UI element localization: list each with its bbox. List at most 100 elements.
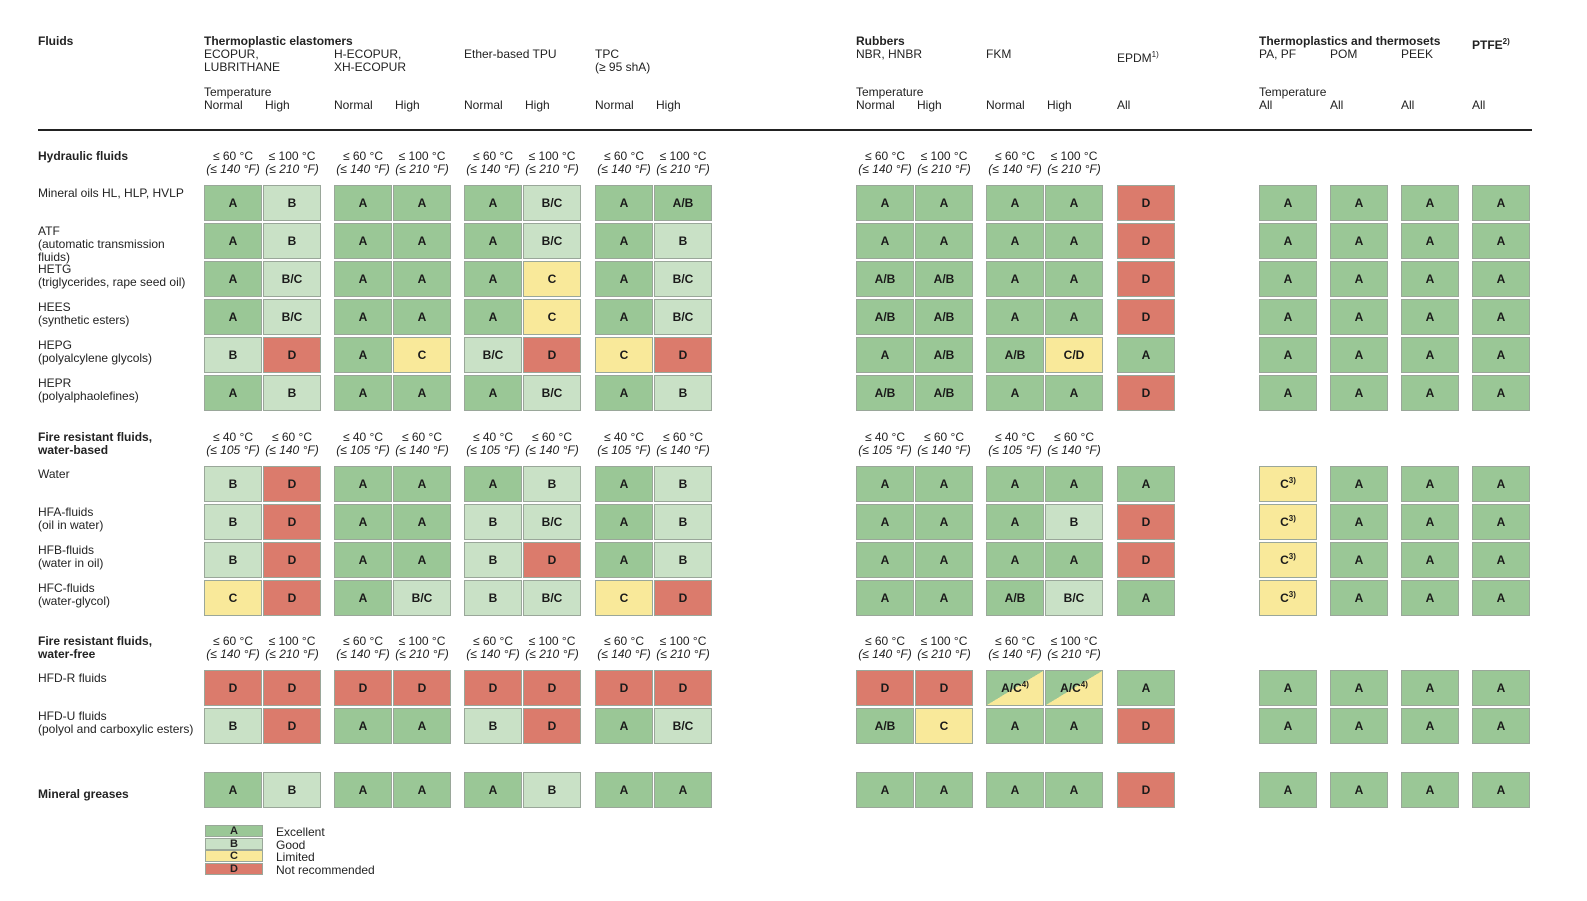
rating-cell: A bbox=[204, 261, 262, 297]
normal-label: Normal bbox=[204, 98, 243, 112]
rating-cell: A/B bbox=[654, 185, 712, 221]
temperature-range: ≤ 60 °C (≤ 140 °F) bbox=[336, 149, 390, 176]
temperature-range: ≤ 40 °C (≤ 105 °F) bbox=[597, 430, 651, 457]
rating-cell: C 3) bbox=[1259, 466, 1317, 502]
rating-cell: A bbox=[595, 185, 653, 221]
rating-cell: B/C bbox=[523, 185, 581, 221]
rating-cell: A/B bbox=[915, 299, 973, 335]
rating-cell: A bbox=[334, 299, 392, 335]
rating-cell: D bbox=[334, 670, 392, 706]
all-label: All bbox=[1401, 98, 1415, 112]
rating-cell: D bbox=[654, 670, 712, 706]
high-label: High bbox=[395, 98, 420, 112]
rating-cell: A bbox=[1117, 580, 1175, 616]
temperature-range: ≤ 60 °C (≤ 140 °F) bbox=[656, 430, 710, 457]
rating-cell: A bbox=[856, 466, 914, 502]
rating-cell: A bbox=[1330, 261, 1388, 297]
temperature-range: ≤ 60 °C (≤ 140 °F) bbox=[395, 430, 449, 457]
temperature-range: ≤ 60 °C (≤ 140 °F) bbox=[265, 430, 319, 457]
rating-cell: A/B bbox=[915, 375, 973, 411]
rating-cell: A bbox=[986, 223, 1044, 259]
rating-cell: D bbox=[1117, 542, 1175, 578]
temperature-range: ≤ 100 °C (≤ 210 °F) bbox=[917, 149, 971, 176]
rating-cell: D bbox=[1117, 261, 1175, 297]
rating-cell: B/C bbox=[654, 299, 712, 335]
rating-cell: A bbox=[334, 466, 392, 502]
temperature-range: ≤ 60 °C (≤ 140 °F) bbox=[597, 149, 651, 176]
material-fkm: FKM bbox=[986, 47, 1012, 61]
rating-cell: A bbox=[1117, 337, 1175, 373]
rating-cell: A bbox=[393, 542, 451, 578]
rating-cell: A bbox=[1472, 504, 1530, 540]
temperature-range: ≤ 60 °C (≤ 140 °F) bbox=[597, 634, 651, 661]
rating-cell: D bbox=[263, 337, 321, 373]
rating-cell: A bbox=[1472, 542, 1530, 578]
rating-cell: A bbox=[595, 223, 653, 259]
rating-cell: A bbox=[393, 299, 451, 335]
rating-cell: C 3) bbox=[1259, 504, 1317, 540]
rating-cell: A bbox=[464, 223, 522, 259]
header-rule bbox=[38, 129, 1532, 131]
temperature-range: ≤ 60 °C (≤ 140 °F) bbox=[206, 634, 260, 661]
rating-cell: B bbox=[204, 504, 262, 540]
rating-cell: B/C bbox=[523, 223, 581, 259]
rating-cell: A bbox=[1259, 261, 1317, 297]
legend-swatch-A: A bbox=[205, 825, 263, 837]
rating-cell: A bbox=[464, 375, 522, 411]
rating-cell: A bbox=[986, 708, 1044, 744]
rating-cell: A bbox=[1259, 185, 1317, 221]
rating-cell: A/C 4) bbox=[1045, 670, 1103, 706]
rating-cell: A bbox=[986, 375, 1044, 411]
rating-cell: A bbox=[1401, 375, 1459, 411]
rating-cell: A bbox=[595, 708, 653, 744]
rating-cell: D bbox=[523, 542, 581, 578]
fluid-name: HEES (synthetic esters) bbox=[38, 300, 130, 327]
temperature-range: ≤ 100 °C (≤ 210 °F) bbox=[1047, 149, 1101, 176]
fluid-name: ATF (automatic transmission fluids) bbox=[38, 224, 165, 264]
rating-cell: A bbox=[393, 223, 451, 259]
rating-cell: A bbox=[986, 185, 1044, 221]
rating-cell: A bbox=[1401, 772, 1459, 808]
rating-cell: A/B bbox=[986, 580, 1044, 616]
normal-label: Normal bbox=[986, 98, 1025, 112]
temperature-range: ≤ 60 °C (≤ 140 °F) bbox=[917, 430, 971, 457]
rating-cell: A bbox=[1472, 466, 1530, 502]
rating-cell: A bbox=[986, 466, 1044, 502]
rating-cell: D bbox=[654, 580, 712, 616]
rating-cell: A bbox=[1401, 504, 1459, 540]
rating-cell: A bbox=[986, 299, 1044, 335]
rating-cell: A bbox=[1330, 466, 1388, 502]
legend-label: Excellent bbox=[276, 825, 325, 839]
rating-cell: A bbox=[1259, 299, 1317, 335]
section-title-greases: Mineral greases bbox=[38, 787, 129, 801]
rating-cell: D bbox=[856, 670, 914, 706]
high-label: High bbox=[1047, 98, 1072, 112]
fluid-name: Water bbox=[38, 467, 70, 481]
rating-cell: B bbox=[654, 504, 712, 540]
fluid-name: HFB-fluids (water in oil) bbox=[38, 543, 104, 570]
rating-cell: A bbox=[1045, 375, 1103, 411]
temperature-range: ≤ 60 °C (≤ 140 °F) bbox=[1047, 430, 1101, 457]
rating-cell: A bbox=[986, 504, 1044, 540]
rating-cell: A bbox=[1330, 580, 1388, 616]
rating-cell: A bbox=[856, 504, 914, 540]
rating-cell: A bbox=[595, 504, 653, 540]
rating-cell: A bbox=[334, 580, 392, 616]
rating-cell: A bbox=[986, 542, 1044, 578]
temperature-range: ≤ 60 °C (≤ 140 °F) bbox=[466, 149, 520, 176]
rating-cell: A bbox=[915, 772, 973, 808]
rating-cell: A bbox=[595, 772, 653, 808]
rating-cell: A bbox=[1472, 708, 1530, 744]
rating-cell: B bbox=[263, 223, 321, 259]
material-pom: POM bbox=[1330, 47, 1358, 61]
rating-cell: A bbox=[393, 375, 451, 411]
rating-cell: A bbox=[915, 223, 973, 259]
rating-cell: A bbox=[334, 337, 392, 373]
section-title-waterfree: Fire resistant fluids, water-free bbox=[38, 634, 153, 661]
rating-cell: A bbox=[1259, 670, 1317, 706]
rating-cell: A bbox=[464, 772, 522, 808]
rating-cell: A/B bbox=[856, 708, 914, 744]
temperature-range: ≤ 60 °C (≤ 140 °F) bbox=[206, 149, 260, 176]
rating-cell: A bbox=[1045, 299, 1103, 335]
rating-cell: D bbox=[523, 670, 581, 706]
